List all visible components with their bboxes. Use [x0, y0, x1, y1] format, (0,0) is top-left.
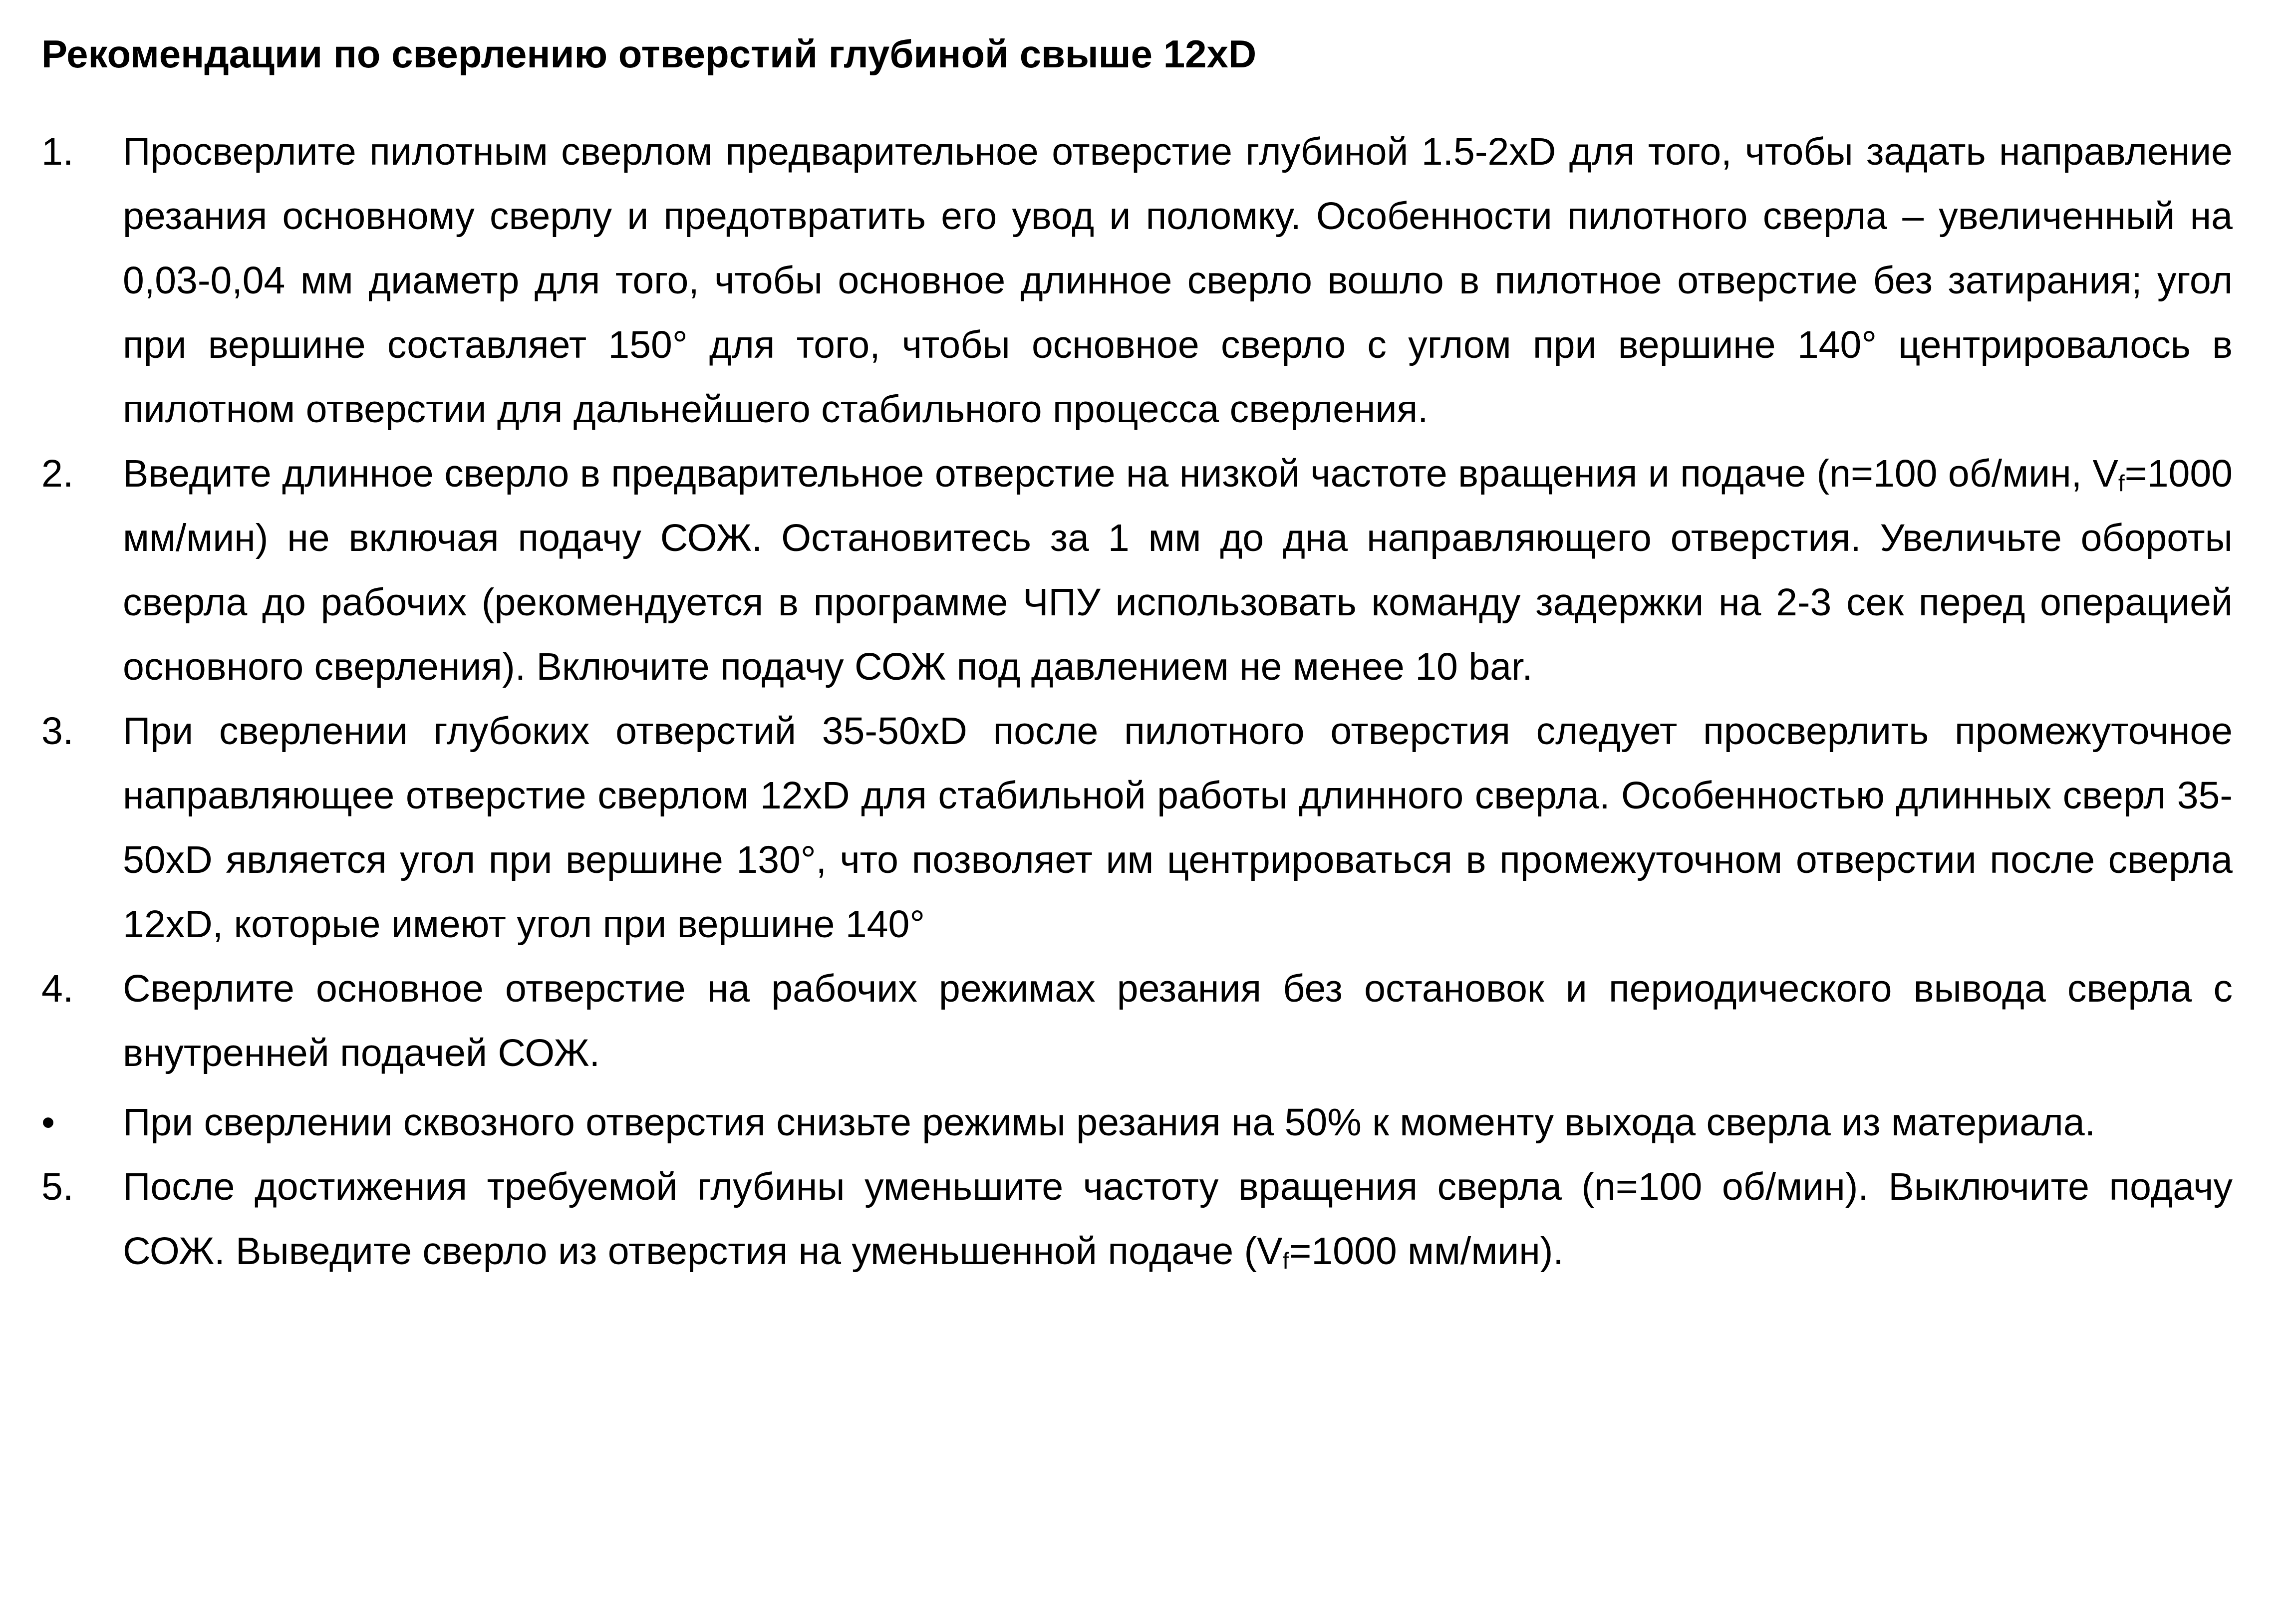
list-marker: 2. [41, 452, 74, 495]
item-text: При сверлении глубоких отверстий 35-50xD… [123, 710, 2233, 946]
text-run: Введите длинное сверло в предварительное… [123, 452, 2118, 495]
item-text: При сверлении сквозного отверстия снизьт… [123, 1101, 2095, 1144]
text-run: При сверлении сквозного отверстия снизьт… [123, 1101, 2096, 1144]
list-marker: 1. [41, 130, 74, 173]
title: Рекомендации по сверлению отверстий глуб… [41, 32, 1257, 76]
text-run: Просверлите пилотным сверлом предварител… [123, 130, 2233, 431]
list-item: 2. Введите длинное сверло в предварительн… [41, 442, 2233, 699]
list-marker: • [41, 1101, 55, 1144]
instruction-list: 1. Просверлите пилотным сверлом предварит… [41, 120, 2233, 1284]
list-marker: 5. [41, 1165, 74, 1208]
text-run: Сверлите основное отверстие на рабочих р… [123, 967, 2233, 1074]
list-item: 1. Просверлите пилотным сверлом предварит… [41, 120, 2233, 442]
subscript: f [1282, 1248, 1289, 1274]
list-item: • При сверлении сквозного отверстия снизь… [41, 1090, 2233, 1155]
item-text: Просверлите пилотным сверлом предварител… [123, 130, 2233, 431]
list-item: 5. После достижения требуемой глубины уме… [41, 1155, 2233, 1284]
subscript: f [2118, 470, 2125, 497]
list-item: 4. Сверлите основное отверстие на рабочих… [41, 957, 2233, 1085]
item-text: Введите длинное сверло в предварительное… [123, 452, 2233, 688]
list-marker: 3. [41, 710, 74, 753]
text-run: После достижения требуемой глубины умень… [123, 1165, 2233, 1273]
item-text: После достижения требуемой глубины умень… [123, 1165, 2233, 1273]
text-run: =1000 мм/мин) не включая подачу СОЖ. Ост… [123, 452, 2233, 688]
text-run: При сверлении глубоких отверстий 35-50xD… [123, 710, 2233, 946]
text-run: =1000 мм/мин). [1289, 1230, 1564, 1273]
list-item: 3. При сверлении глубоких отверстий 35-50… [41, 699, 2233, 957]
list-marker: 4. [41, 967, 74, 1010]
item-text: Сверлите основное отверстие на рабочих р… [123, 967, 2233, 1074]
